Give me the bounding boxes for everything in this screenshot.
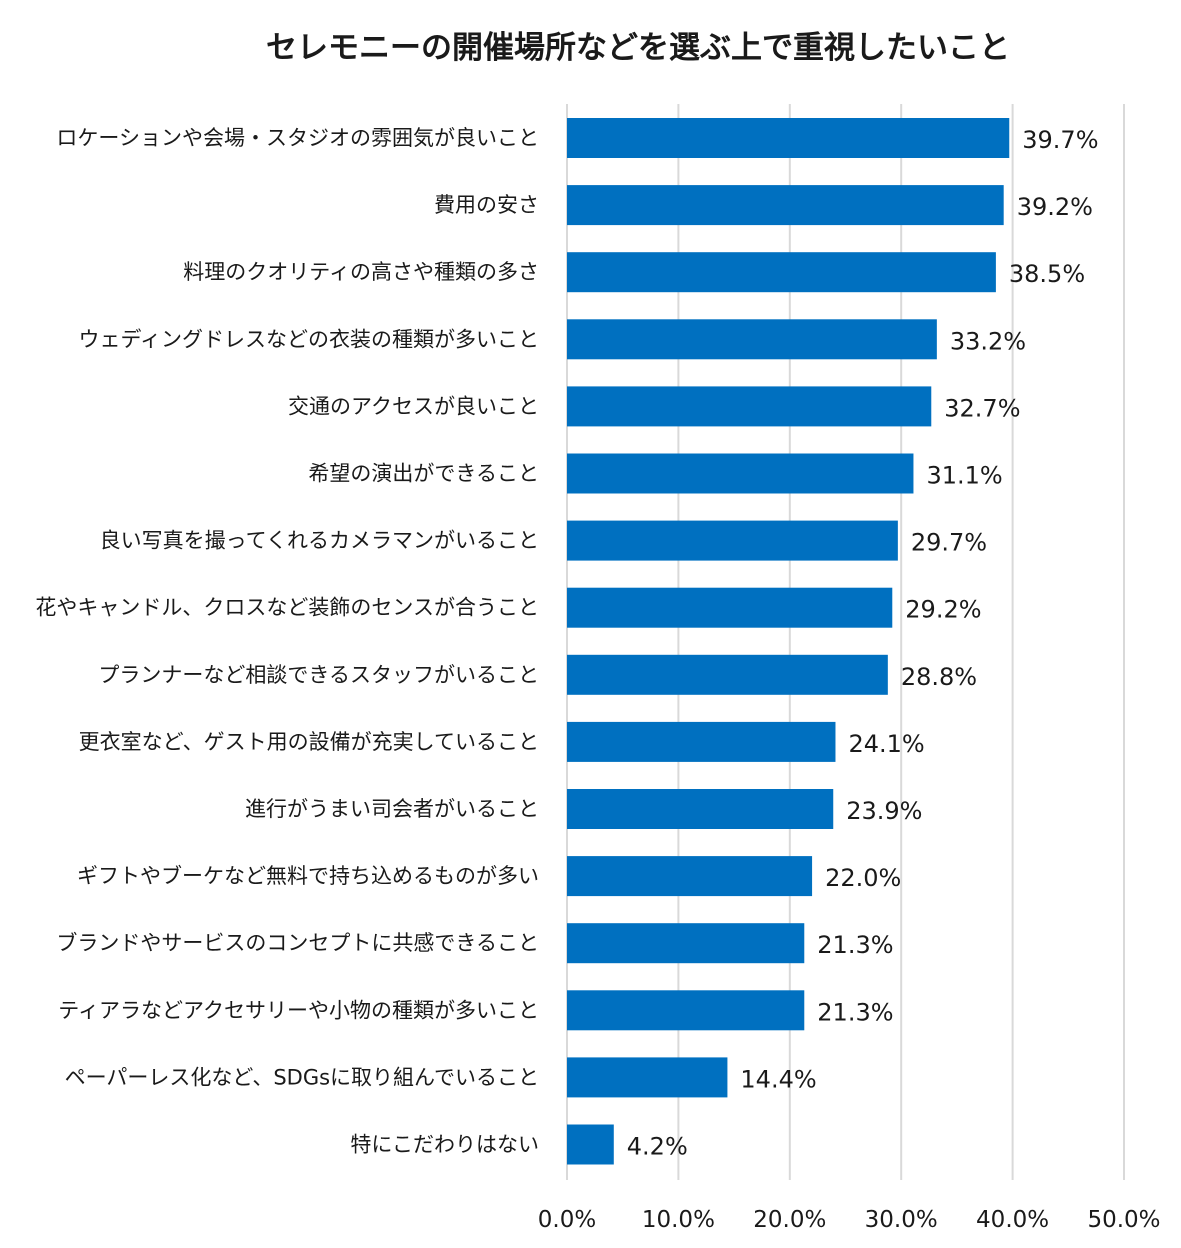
category-label: 更衣室など、ゲスト用の設備が充実していること (79, 730, 539, 754)
data-label: 14.4% (740, 1065, 816, 1093)
category-label: ティアラなどアクセサリーや小物の種類が多いこと (58, 998, 539, 1022)
data-label: 39.2% (1017, 193, 1093, 221)
data-label: 29.2% (905, 596, 981, 624)
data-label: 21.3% (817, 998, 893, 1026)
data-label: 22.0% (825, 864, 901, 892)
category-label: 良い写真を撮ってくれるカメラマンがいること (100, 529, 539, 553)
data-label: 4.2% (627, 1133, 688, 1161)
x-tick-label: 40.0% (976, 1207, 1049, 1233)
category-label: ブランドやサービスのコンセプトに共感できること (56, 931, 539, 955)
bar (567, 990, 805, 1031)
data-label: 28.8% (901, 663, 977, 691)
category-label: 花やキャンドル、クロスなど装飾のセンスが合うこと (35, 596, 539, 620)
data-label: 24.1% (848, 730, 924, 758)
x-tick-label: 30.0% (865, 1207, 938, 1233)
data-label: 21.3% (817, 931, 893, 959)
x-tick-label: 10.0% (642, 1207, 715, 1233)
category-label: 費用の安さ (434, 193, 539, 217)
x-tick-label: 20.0% (753, 1207, 826, 1233)
x-axis-tick-labels: 0.0% 10.0% 20.0% 30.0% 40.0% 50.0% (538, 1207, 1161, 1233)
bar (567, 453, 914, 494)
data-label: 29.7% (911, 529, 987, 557)
data-label: 33.2% (950, 327, 1026, 355)
bar (567, 923, 805, 964)
bar (567, 252, 996, 293)
category-label: ウェディングドレスなどの衣装の種類が多いこと (78, 327, 539, 351)
data-label: 38.5% (1009, 260, 1085, 288)
category-label: 希望の演出ができること (308, 462, 539, 486)
data-label: 39.7% (1022, 126, 1098, 154)
data-label: 23.9% (846, 797, 922, 825)
category-label: 交通のアクセスが良いこと (288, 394, 539, 418)
bar (567, 654, 888, 695)
bar (567, 386, 932, 427)
data-label: 32.7% (944, 394, 1020, 422)
category-label: プランナーなど相談できるスタッフがいること (98, 663, 539, 687)
bar (567, 520, 898, 561)
category-label: 進行がうまい司会者がいること (245, 797, 539, 821)
bar (567, 319, 937, 360)
bars (567, 118, 1010, 1165)
category-label: 料理のクオリティの高さや種類の多さ (183, 260, 539, 284)
category-label: ペーパーレス化など、SDGsに取り組んでいること (65, 1065, 539, 1089)
bar (567, 1124, 614, 1165)
bar (567, 587, 893, 628)
bar (567, 856, 813, 897)
bar (567, 1057, 728, 1098)
category-label: 特にこだわりはない (350, 1133, 539, 1157)
x-tick-label: 0.0% (538, 1207, 596, 1233)
data-labels: 39.7% 39.2% 38.5% 33.2% 32.7% 31.1% 29.7% 29.2%… (627, 126, 1099, 1161)
bar (567, 789, 834, 829)
bar (567, 185, 1004, 226)
chart-title: セレモニーの開催場所などを選ぶ上で重視したいこと (266, 30, 1010, 66)
data-label: 31.1% (926, 462, 1002, 490)
category-labels: ロケーションや会場・スタジオの雰囲気が良いこと費用の安さ料理のクオリティの高さや… (35, 126, 539, 1157)
category-label: ギフトやブーケなど無料で持ち込めるものが多い (77, 864, 539, 888)
bar (567, 118, 1010, 158)
x-tick-label: 50.0% (1087, 1207, 1160, 1233)
category-label: ロケーションや会場・スタジオの雰囲気が良いこと (56, 126, 539, 150)
bar (567, 721, 836, 762)
